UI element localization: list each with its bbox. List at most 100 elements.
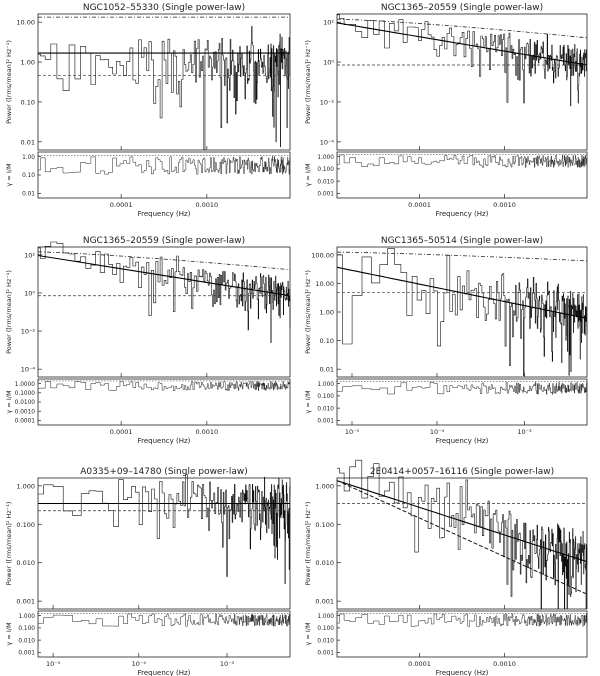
ratio-tick-label: 0.0010 xyxy=(15,409,36,415)
ratio-axes-frame xyxy=(336,610,588,658)
y-tick-label: 10.00 xyxy=(315,280,334,288)
x-tick-label: 0.0001 xyxy=(110,428,133,436)
ratio-series xyxy=(38,380,291,391)
ratio-axis-label: γ = I/M xyxy=(304,390,312,413)
y-tick-label: 0.10 xyxy=(320,337,334,345)
y-tick-label: 10⁻² xyxy=(320,98,335,106)
x-tick-label: 10⁻⁴ xyxy=(132,660,147,668)
panel-1: NGC1052–55330 (Single power-law) Power ([… xyxy=(5,3,291,218)
ratio-tick-label: 0.100 xyxy=(317,626,334,632)
x-tick-label: 0.0001 xyxy=(408,201,431,209)
ratio-axis-label: γ = I/M xyxy=(5,622,13,645)
y-tick-label: 10.00 xyxy=(16,19,35,27)
x-axis-label: Frequency (Hz) xyxy=(436,437,489,445)
ratio-tick-label: 0.010 xyxy=(317,406,334,412)
y-tick-label: 1.000 xyxy=(315,482,334,490)
y-tick-label: 10⁻⁴ xyxy=(21,366,36,374)
dashed-powerlaw-line xyxy=(336,480,588,595)
panel-2: NGC1365–20559 (Single power-law) Power ([… xyxy=(304,3,588,218)
ratio-series xyxy=(337,381,588,395)
ratio-series xyxy=(38,156,291,175)
ratio-series xyxy=(337,613,588,627)
y-tick-label: 1.000 xyxy=(16,482,35,490)
panel-title: NGC1365–50514 (Single power-law) xyxy=(381,236,543,246)
upper-confidence-curve xyxy=(336,18,588,39)
x-axis-label: Frequency (Hz) xyxy=(138,210,191,218)
power-axes-frame xyxy=(336,13,588,151)
y-axis-label: Power ([rms/mean]² Hz⁻¹) xyxy=(304,40,312,124)
ratio-tick-label: 1.0000 xyxy=(15,382,36,388)
y-tick-label: 1.00 xyxy=(320,309,334,317)
ratio-axis-label: γ = I/M xyxy=(5,390,13,413)
ratio-axis-label: γ = I/M xyxy=(304,622,312,645)
y-axis-label: Power ([rms/mean]² Hz⁻¹) xyxy=(5,270,13,354)
periodogram-series xyxy=(38,26,291,150)
periodogram-series xyxy=(337,248,588,376)
ratio-tick-label: 0.001 xyxy=(18,651,35,657)
ratio-tick-label: 0.010 xyxy=(317,179,334,185)
y-tick-label: 0.01 xyxy=(21,138,35,146)
panel-title: NGC1365–20559 (Single power-law) xyxy=(381,3,543,13)
ratio-tick-label: 0.10 xyxy=(22,173,35,179)
ratio-axes-frame xyxy=(336,151,588,199)
ratio-tick-label: 1.000 xyxy=(317,155,334,161)
y-tick-label: 10⁻⁴ xyxy=(320,138,335,146)
x-tick-label: 10⁻⁵ xyxy=(345,428,360,436)
panel-title: A0335+09–14780 (Single power-law) xyxy=(80,467,247,477)
ratio-tick-label: 0.0001 xyxy=(15,419,36,425)
upper-confidence-curve xyxy=(336,251,588,262)
ratio-tick-label: 0.100 xyxy=(317,167,334,173)
x-axis-label: Frequency (Hz) xyxy=(138,669,191,676)
y-axis-label: Power ([rms/mean]² Hz⁻¹) xyxy=(304,270,312,354)
x-axis-label: Frequency (Hz) xyxy=(436,210,489,218)
ratio-axis-label: γ = I/M xyxy=(304,163,312,186)
y-axis-label: Power ([rms/mean]² Hz⁻¹) xyxy=(5,40,13,124)
periodogram-series xyxy=(38,241,291,343)
x-tick-label: 0.0010 xyxy=(195,201,218,209)
ratio-tick-label: 0.01 xyxy=(22,192,35,198)
y-tick-label: 0.001 xyxy=(16,598,35,606)
panel-3: NGC1365–20559 (Single power-law) Power ([… xyxy=(5,236,291,445)
panel-title: NGC1052–55330 (Single power-law) xyxy=(83,3,245,13)
y-tick-label: 10⁻² xyxy=(21,328,36,336)
ratio-axis-label: γ = I/M xyxy=(5,163,13,186)
ratio-tick-label: 0.1000 xyxy=(15,391,36,397)
panel-5: A0335+09–14780 (Single power-law) Power (… xyxy=(5,467,291,676)
x-tick-label: 10⁻⁵ xyxy=(46,660,61,668)
periodogram-series xyxy=(337,459,588,610)
y-axis-label: Power ([rms/mean]² Hz⁻¹) xyxy=(5,502,13,586)
panel-6: 2E0414+0057–16116 (Single power-law) Powe… xyxy=(304,459,588,676)
ratio-tick-label: 0.001 xyxy=(317,192,334,198)
power-axes-frame xyxy=(37,477,291,610)
x-tick-label: 0.0010 xyxy=(493,660,516,668)
y-tick-label: 10⁰ xyxy=(24,289,35,297)
y-tick-label: 0.01 xyxy=(320,366,334,374)
ratio-axes-frame xyxy=(37,610,291,658)
y-tick-label: 100.00 xyxy=(311,251,334,259)
ratio-tick-label: 0.100 xyxy=(317,394,334,400)
y-tick-label: 10⁰ xyxy=(323,59,334,67)
y-tick-label: 0.001 xyxy=(315,598,334,606)
x-tick-label: 0.0001 xyxy=(408,660,431,668)
ratio-tick-label: 0.0100 xyxy=(15,400,36,406)
ratio-tick-label: 1.000 xyxy=(317,382,334,388)
power-axes-frame xyxy=(336,477,588,610)
y-tick-label: 10² xyxy=(323,19,334,27)
ratio-axes-frame xyxy=(37,151,291,199)
ratio-axes-frame xyxy=(336,378,588,426)
y-tick-label: 0.10 xyxy=(21,98,35,106)
panel-4: NGC1365–50514 (Single power-law) Power ([… xyxy=(304,236,588,445)
ratio-tick-label: 0.001 xyxy=(317,419,334,425)
ratio-tick-label: 0.001 xyxy=(317,651,334,657)
model-line xyxy=(37,254,291,297)
x-tick-label: 0.0001 xyxy=(110,201,133,209)
panel-title: 2E0414+0057–16116 (Single power-law) xyxy=(370,467,554,477)
ratio-tick-label: 0.010 xyxy=(18,638,35,644)
y-tick-label: 0.010 xyxy=(315,559,334,567)
x-tick-label: 10⁻³ xyxy=(220,660,235,668)
x-axis-label: Frequency (Hz) xyxy=(436,669,489,676)
upper-confidence-curve xyxy=(37,251,291,271)
y-axis-label: Power ([rms/mean]² Hz⁻¹) xyxy=(304,502,312,586)
y-tick-label: 10² xyxy=(24,251,35,259)
